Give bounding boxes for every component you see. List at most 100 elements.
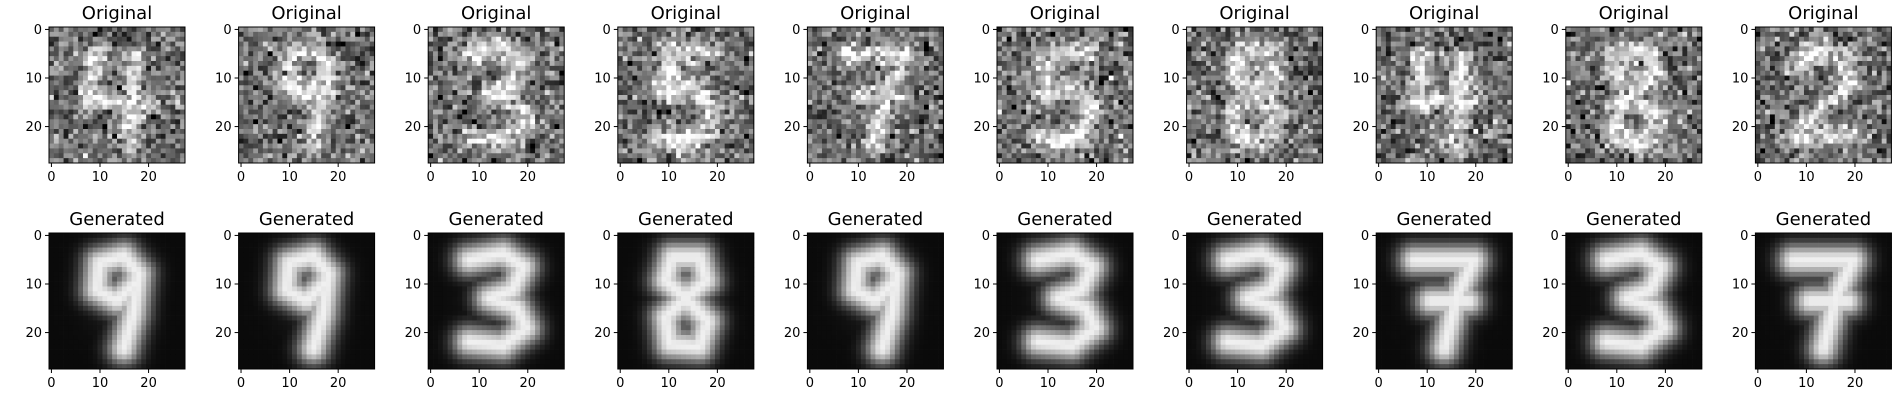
panel-title: Original bbox=[1030, 3, 1100, 24]
x-tick-label: 0 bbox=[1564, 170, 1572, 185]
y-tick-label: 0 bbox=[792, 23, 800, 38]
y-tick-label: 10 bbox=[1163, 72, 1180, 87]
x-tick-label: 10 bbox=[1609, 170, 1626, 185]
y-tick-label: 20 bbox=[784, 120, 801, 135]
y-tick-label: 10 bbox=[1732, 72, 1749, 87]
x-tick-label: 0 bbox=[1185, 376, 1193, 391]
x-tick-label: 20 bbox=[899, 170, 916, 185]
image-generated bbox=[428, 233, 565, 370]
image-original bbox=[1186, 27, 1323, 164]
x-tick-label: 20 bbox=[1847, 376, 1864, 391]
y-tick-label: 0 bbox=[1740, 229, 1748, 244]
x-tick-label: 0 bbox=[806, 376, 814, 391]
y-tick-label: 0 bbox=[1171, 229, 1179, 244]
image-generated bbox=[1376, 233, 1513, 370]
panel-generated-3: Generated 0 10 20 0 10 20 bbox=[405, 209, 565, 391]
panel-generated-8: Generated 0 10 20 0 10 20 bbox=[1353, 209, 1513, 391]
panel-generated-9: Generated 0 10 20 0 10 20 bbox=[1542, 209, 1703, 391]
x-tick-label: 20 bbox=[709, 170, 726, 185]
y-tick-label: 0 bbox=[223, 229, 231, 244]
y-tick-label: 10 bbox=[973, 278, 990, 293]
x-tick-label: 0 bbox=[616, 170, 624, 185]
panel-title: Generated bbox=[1207, 209, 1303, 230]
panel-generated-6: Generated 0 10 20 0 10 20 bbox=[973, 209, 1134, 391]
axes-frame bbox=[1754, 26, 1892, 164]
y-tick-label: 20 bbox=[1163, 120, 1180, 135]
x-tick-label: 10 bbox=[1419, 376, 1436, 391]
x-tick-label: 20 bbox=[1278, 376, 1295, 391]
y-tick-label: 10 bbox=[973, 72, 990, 87]
panel-original-9: Original 0 10 20 0 10 20 bbox=[1542, 3, 1703, 185]
panel-original-5: Original 0 10 20 0 10 20 bbox=[784, 3, 944, 185]
x-tick-label: 0 bbox=[237, 376, 245, 391]
image-generated bbox=[997, 233, 1134, 370]
y-tick-label: 10 bbox=[1353, 278, 1370, 293]
y-tick-label: 10 bbox=[1163, 278, 1180, 293]
x-tick-label: 20 bbox=[330, 170, 347, 185]
y-tick-label: 0 bbox=[982, 23, 990, 38]
panel-title: Generated bbox=[1776, 209, 1872, 230]
x-tick-label: 0 bbox=[47, 170, 55, 185]
x-tick-label: 0 bbox=[47, 376, 55, 391]
axes-frame bbox=[1375, 232, 1513, 370]
y-tick-label: 0 bbox=[1740, 23, 1748, 38]
y-tick-label: 10 bbox=[1732, 278, 1749, 293]
panel-generated-4: Generated 0 10 20 0 10 20 bbox=[594, 209, 755, 391]
y-tick-label: 0 bbox=[792, 229, 800, 244]
y-tick-label: 20 bbox=[784, 326, 801, 341]
image-original bbox=[617, 27, 755, 164]
axes-frame bbox=[238, 26, 376, 164]
y-tick-label: 20 bbox=[973, 120, 990, 135]
x-tick-label: 20 bbox=[1657, 170, 1674, 185]
y-tick-label: 0 bbox=[603, 229, 611, 244]
panel-title: Original bbox=[1599, 3, 1669, 24]
panel-generated-10: Generated 0 10 20 0 10 20 bbox=[1732, 209, 1892, 391]
x-tick-label: 10 bbox=[471, 376, 488, 391]
x-tick-label: 10 bbox=[281, 376, 298, 391]
axes-frame bbox=[427, 26, 565, 164]
x-tick-label: 10 bbox=[281, 170, 298, 185]
axes-frame bbox=[1375, 26, 1513, 164]
axes-frame bbox=[617, 232, 755, 370]
x-tick-label: 10 bbox=[850, 170, 867, 185]
y-tick-label: 10 bbox=[1542, 72, 1559, 87]
y-tick-label: 20 bbox=[1732, 120, 1749, 135]
x-tick-label: 0 bbox=[1754, 376, 1762, 391]
x-tick-label: 10 bbox=[1798, 376, 1815, 391]
x-tick-label: 10 bbox=[661, 170, 678, 185]
panel-generated-2: Generated 0 10 20 0 10 20 bbox=[215, 209, 376, 391]
y-tick-label: 10 bbox=[784, 72, 801, 87]
x-tick-label: 20 bbox=[1657, 376, 1674, 391]
y-tick-label: 20 bbox=[1163, 326, 1180, 341]
y-tick-label: 20 bbox=[215, 120, 232, 135]
x-tick-label: 10 bbox=[1609, 376, 1626, 391]
x-tick-label: 20 bbox=[1847, 170, 1864, 185]
axes-frame bbox=[1565, 26, 1703, 164]
x-tick-label: 20 bbox=[519, 376, 536, 391]
y-tick-label: 0 bbox=[982, 229, 990, 244]
x-tick-label: 10 bbox=[1419, 170, 1436, 185]
axes-frame bbox=[238, 232, 376, 370]
y-tick-label: 20 bbox=[1353, 326, 1370, 341]
x-tick-label: 0 bbox=[237, 170, 245, 185]
panel-original-4: Original 0 10 20 0 10 20 bbox=[594, 3, 755, 185]
y-tick-label: 20 bbox=[405, 120, 422, 135]
panel-title: Generated bbox=[1017, 209, 1113, 230]
axes-frame bbox=[1186, 232, 1324, 370]
panel-title: Generated bbox=[1396, 209, 1492, 230]
image-generated bbox=[1565, 233, 1703, 370]
x-tick-label: 0 bbox=[1185, 170, 1193, 185]
y-tick-label: 20 bbox=[594, 120, 611, 135]
image-generated bbox=[1755, 233, 1892, 370]
x-tick-label: 0 bbox=[1374, 170, 1382, 185]
x-tick-label: 10 bbox=[1798, 170, 1815, 185]
y-tick-label: 10 bbox=[25, 278, 42, 293]
axes-frame bbox=[1754, 232, 1892, 370]
y-tick-label: 20 bbox=[1732, 326, 1749, 341]
panel-title: Original bbox=[1409, 3, 1479, 24]
y-tick-label: 20 bbox=[25, 120, 42, 135]
panel-title: Original bbox=[1219, 3, 1289, 24]
image-original bbox=[1376, 27, 1513, 164]
y-tick-label: 20 bbox=[973, 326, 990, 341]
